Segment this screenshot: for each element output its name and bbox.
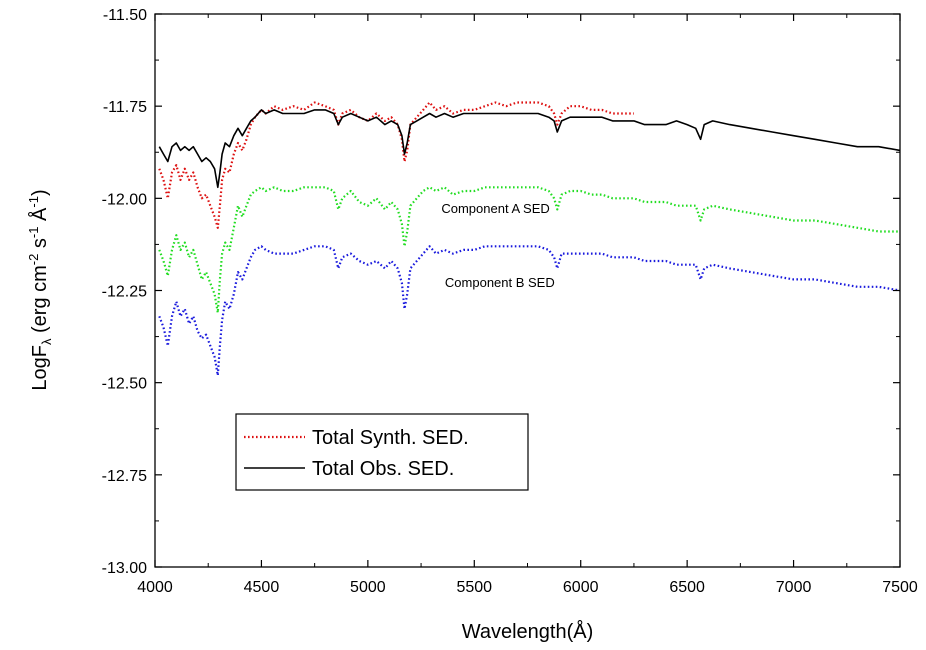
x-tick-label: 4000 [137, 579, 173, 596]
y-axis-title-units: (erg cm [29, 265, 51, 338]
annotation-component-b-sed: Component B SED [445, 275, 555, 290]
x-tick-label: 5500 [456, 579, 492, 596]
y-axis-title-part3: Å [28, 207, 51, 227]
y-axis-title-base: LogF [29, 345, 51, 391]
x-axis-title: Wavelength(Å) [462, 620, 594, 643]
y-tick-label: -13.00 [102, 560, 147, 577]
series-layer [158, 101, 901, 377]
y-axis-title-part2: s [29, 238, 51, 254]
legend-box [235, 413, 529, 491]
y-axis-title-exp3: -1 [26, 196, 41, 208]
y-tick-label: -12.25 [102, 284, 147, 301]
y-tick-label: -12.00 [102, 191, 147, 208]
annotation-layer: Component A SED Component B SED [441, 201, 554, 290]
y-tick-label: -11.75 [103, 99, 147, 116]
x-tick-label: 7500 [882, 579, 918, 596]
series-component-b-sed [158, 245, 901, 377]
annotation-component-a-sed: Component A SED [441, 201, 549, 216]
x-tick-label: 7000 [776, 579, 812, 596]
y-tick-label: -11.50 [103, 7, 147, 24]
y-axis-title-exp2: -1 [26, 227, 41, 239]
legend: Total Synth. SED. Total Obs. SED. [235, 413, 529, 491]
x-tick-label: 6500 [669, 579, 705, 596]
x-tick-label: 5000 [350, 579, 386, 596]
x-tick-label: 6000 [563, 579, 599, 596]
legend-label-synth: Total Synth. SED. [312, 427, 469, 449]
y-axis-title-exp1: -2 [26, 254, 41, 266]
tick-layer: 4000 4500 5000 5500 6000 6500 7000 7500 -13.00 -1… [102, 7, 918, 596]
x-tick-label: 4500 [244, 579, 280, 596]
legend-label-obs: Total Obs. SED. [312, 458, 454, 480]
y-tick-label: -12.50 [102, 376, 147, 393]
y-axis-title: LogFλ (erg cm-2 s-1 Å-1) [26, 189, 54, 390]
y-tick-label: -12.75 [102, 468, 147, 485]
series-component-a-sed [158, 186, 900, 314]
y-axis-title-close: ) [29, 189, 51, 196]
series-total-synth-sed [158, 101, 634, 229]
series-total-obs-sed [158, 109, 901, 189]
y-axis-title-sub: λ [39, 338, 54, 345]
